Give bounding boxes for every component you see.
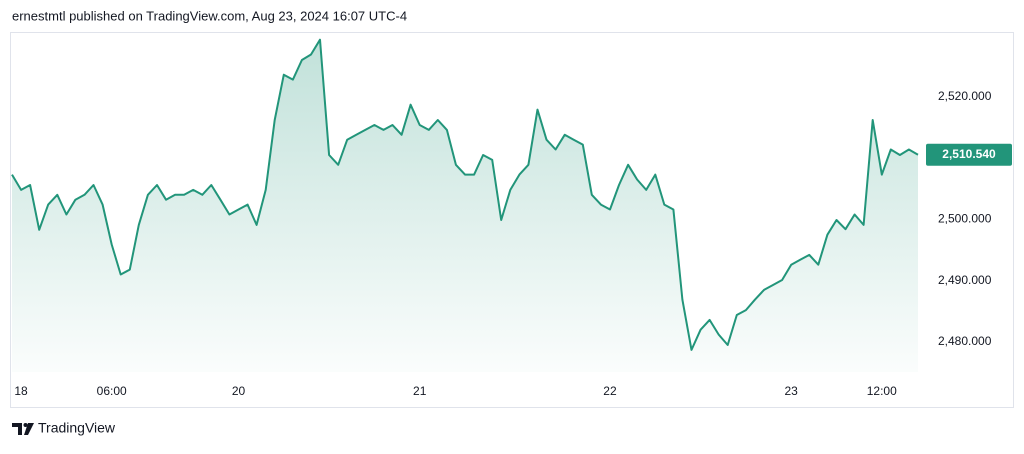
x-tick-label: 12:00: [867, 384, 897, 398]
x-tick-label: 06:00: [97, 384, 127, 398]
logo: [12, 423, 34, 435]
price-line: [11, 38, 919, 351]
x-tick-label: 23: [784, 384, 798, 398]
y-tick-label: 2,500.000: [938, 212, 992, 226]
x-tick-label: 21: [413, 384, 427, 398]
area-fill: [12, 39, 918, 372]
y-tick-label: 2,520.000: [938, 89, 992, 103]
x-tick-label: 22: [603, 384, 617, 398]
y-tick-label: 2,490.000: [938, 273, 992, 287]
x-tick-label: 20: [232, 384, 246, 398]
chart-frame: [10, 32, 1014, 408]
footer-brand: TradingView: [38, 420, 116, 436]
y-tick-label: 2,480.000: [938, 334, 992, 348]
header: ernestmtl published on TradingView.com, …: [12, 8, 407, 23]
last-price-label: 2,510.540: [942, 147, 996, 161]
x-tick-label: 18: [14, 384, 28, 398]
last-price-badge: [926, 143, 1012, 166]
